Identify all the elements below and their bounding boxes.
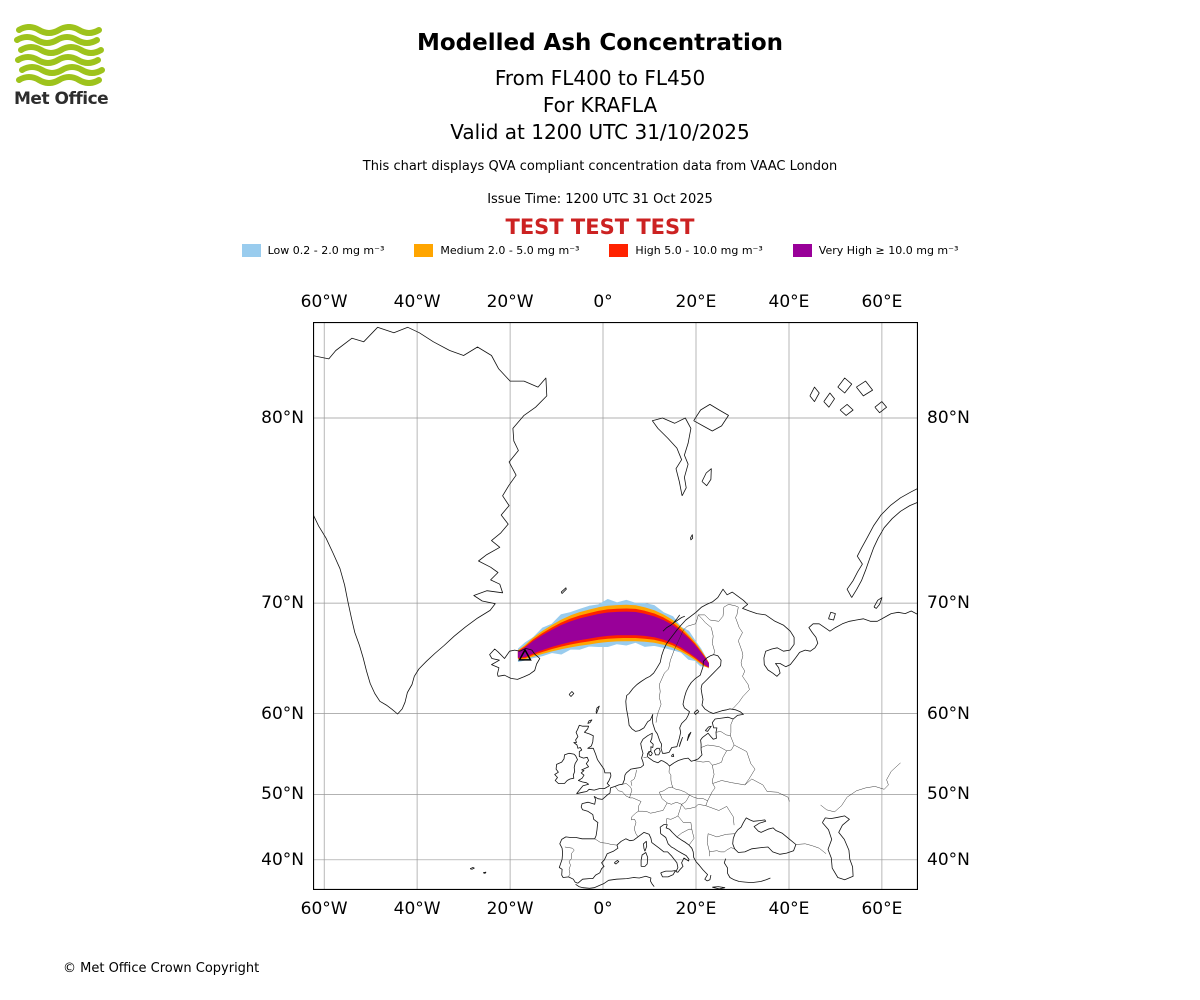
- lon-tick-top: 20°W: [486, 292, 534, 312]
- legend-label: Low 0.2 - 2.0 mg m⁻³: [267, 244, 385, 257]
- page-title: Modelled Ash Concentration: [416, 30, 784, 56]
- legend-swatch-medium: [414, 244, 434, 257]
- map-svg: [313, 322, 918, 890]
- legend-label: Very High ≥ 10.0 mg m⁻³: [818, 244, 959, 257]
- lat-tick-right: 50°N: [927, 784, 970, 805]
- footer-copyright: © Met Office Crown Copyright: [63, 961, 260, 976]
- coastlines: [313, 326, 918, 890]
- legend-item-high: High 5.0 - 10.0 mg m⁻³: [609, 244, 763, 257]
- met-office-logo: Met Office: [14, 24, 124, 109]
- legend-swatch-low: [241, 244, 261, 257]
- legend: Low 0.2 - 2.0 mg m⁻³ Medium 2.0 - 5.0 mg …: [0, 244, 1200, 257]
- legend-swatch-high: [609, 244, 629, 257]
- legend-item-medium: Medium 2.0 - 5.0 mg m⁻³: [414, 244, 579, 257]
- lat-tick-right: 80°N: [927, 408, 970, 429]
- subtitle-flight-levels: From FL400 to FL450: [494, 66, 706, 90]
- lon-tick-top: 60°W: [300, 292, 348, 312]
- subtitle-volcano: For KRAFLA: [542, 93, 658, 117]
- lon-tick-bottom: 20°W: [486, 899, 534, 919]
- logo-text: Met Office: [14, 89, 109, 109]
- lon-tick-top: 40°W: [393, 292, 441, 312]
- volcano-marker: [518, 648, 532, 661]
- lat-tick-right: 70°N: [927, 593, 970, 614]
- ash-band-very-high: [517, 611, 709, 667]
- title-block: Modelled Ash Concentration From FL400 to…: [0, 30, 1200, 146]
- subtitle-valid-time: Valid at 1200 UTC 31/10/2025: [450, 120, 750, 144]
- lat-tick-right: 40°N: [927, 849, 970, 870]
- lon-tick-top: 40°E: [768, 292, 810, 312]
- lon-tick-top: 0°: [593, 292, 613, 312]
- lat-tick-left: 60°N: [261, 703, 304, 724]
- lat-tick-left: 70°N: [261, 593, 304, 614]
- lon-tick-bottom: 20°E: [675, 899, 717, 919]
- lon-tick-bottom: 60°W: [300, 899, 348, 919]
- legend-item-very-high: Very High ≥ 10.0 mg m⁻³: [792, 244, 959, 257]
- lon-tick-bottom: 40°W: [393, 899, 441, 919]
- map-area: 60°W 60°W 40°W 40°W 20°W 20°W 0° 0° 20°E 20°E 40°E…: [261, 292, 970, 919]
- lon-tick-top: 60°E: [861, 292, 903, 312]
- test-banner: TEST TEST TEST: [505, 215, 695, 239]
- map-frame: [313, 322, 918, 890]
- lon-tick-top: 20°E: [675, 292, 717, 312]
- lon-tick-bottom: 40°E: [768, 899, 810, 919]
- country-borders: [564, 604, 901, 877]
- lat-tick-left: 80°N: [261, 408, 304, 429]
- chart-description: This chart displays QVA compliant concen…: [362, 159, 838, 174]
- logo-waves-icon: [14, 24, 105, 86]
- legend-swatch-very-high: [792, 244, 812, 257]
- lat-tick-left: 50°N: [261, 784, 304, 805]
- lat-tick-left: 40°N: [261, 849, 304, 870]
- legend-item-low: Low 0.2 - 2.0 mg m⁻³: [241, 244, 385, 257]
- lat-tick-right: 60°N: [927, 703, 970, 724]
- legend-label: Medium 2.0 - 5.0 mg m⁻³: [440, 244, 580, 257]
- lon-tick-bottom: 60°E: [861, 899, 903, 919]
- issue-time: Issue Time: 1200 UTC 31 Oct 2025: [487, 192, 713, 207]
- lon-tick-bottom: 0°: [593, 899, 613, 919]
- legend-label: High 5.0 - 10.0 mg m⁻³: [635, 244, 763, 257]
